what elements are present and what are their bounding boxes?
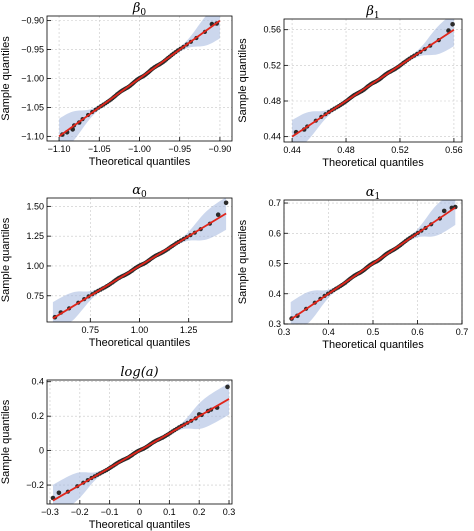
x-tick-label: 0.48 bbox=[337, 145, 355, 155]
x-tick-label: 0.44 bbox=[283, 145, 301, 155]
sample-point bbox=[225, 384, 230, 390]
sample-point bbox=[450, 22, 455, 27]
y-tick-label: 1.50 bbox=[26, 201, 44, 211]
y-tick-label: 0.7 bbox=[268, 198, 281, 208]
x-tick-label: 0.56 bbox=[445, 145, 463, 155]
y-tick-label: −0.95 bbox=[21, 45, 44, 55]
x-tick-label: 0.1 bbox=[163, 507, 176, 517]
x-tick-label: 0.7 bbox=[456, 327, 469, 337]
confidence-band bbox=[292, 19, 454, 142]
panel-title-symbol: α bbox=[366, 185, 375, 200]
x-axis-title: Theoretical quantiles bbox=[322, 157, 424, 169]
qq-panel-2: 0.44 0.48 0.52 0.56 0.44 0.48 0.52 0.56 Theoreti… bbox=[237, 4, 463, 169]
sample-point bbox=[223, 200, 229, 206]
reference-line bbox=[58, 19, 221, 138]
panel-title-symbol: β bbox=[365, 4, 374, 19]
y-tick-label: −1.05 bbox=[21, 102, 44, 112]
x-tick-label: −1.10 bbox=[48, 144, 71, 154]
panel-title-subscript: 0 bbox=[140, 8, 146, 18]
y-tick-label: −1.00 bbox=[21, 74, 44, 84]
y-tick-label: 1.25 bbox=[26, 231, 44, 241]
x-tick-label: 0.3 bbox=[278, 327, 291, 337]
x-tick-label: −0.90 bbox=[209, 144, 232, 154]
x-tick-label: −1.00 bbox=[128, 144, 151, 154]
x-tick-label: 0.6 bbox=[411, 327, 424, 337]
y-tick-label: −0.2 bbox=[26, 480, 44, 490]
y-tick-label: 0.48 bbox=[263, 96, 281, 106]
y-axis-title: Sample quantiles bbox=[0, 36, 12, 121]
y-tick-label: 0.5 bbox=[268, 259, 281, 269]
panel-title-subscript: 1 bbox=[374, 11, 380, 21]
x-axis-title: Theoretical quantiles bbox=[89, 156, 191, 168]
panel-title: α0 bbox=[132, 183, 147, 200]
reference-line bbox=[291, 28, 455, 138]
y-tick-label: 0.52 bbox=[263, 60, 281, 70]
panel-title-symbol: β bbox=[132, 1, 141, 16]
x-tick-label: 0 bbox=[137, 507, 142, 517]
y-tick-label: 0.3 bbox=[268, 319, 281, 329]
y-tick-label: 0.4 bbox=[268, 289, 281, 299]
x-tick-label: 0.5 bbox=[367, 327, 380, 337]
y-axis-title: Sample quantiles bbox=[237, 38, 249, 123]
panel-title-subscript: 0 bbox=[141, 190, 147, 200]
y-tick-label: 0.44 bbox=[263, 132, 281, 142]
x-tick-label: 0.52 bbox=[391, 145, 409, 155]
x-tick-label: −0.3 bbox=[41, 507, 59, 517]
y-tick-label: 0.4 bbox=[31, 377, 44, 387]
panel-title: β1 bbox=[365, 4, 379, 21]
x-tick-label: −0.95 bbox=[168, 144, 191, 154]
x-tick-label: −0.1 bbox=[101, 507, 119, 517]
x-axis-title: Theoretical quantiles bbox=[89, 519, 191, 531]
x-tick-label: 0.75 bbox=[82, 325, 100, 335]
sample-point bbox=[215, 212, 221, 217]
x-tick-label: −0.2 bbox=[71, 507, 89, 517]
x-tick-label: −1.05 bbox=[88, 144, 111, 154]
panel-title: log(a) bbox=[120, 365, 158, 380]
y-tick-label: 0.56 bbox=[263, 25, 281, 35]
plot-frame bbox=[283, 18, 463, 143]
panel-title: β0 bbox=[132, 1, 147, 18]
sample-point bbox=[56, 490, 62, 496]
x-tick-label: 0.4 bbox=[322, 327, 335, 337]
y-axis-title: Sample quantiles bbox=[0, 217, 12, 302]
y-axis-title: Sample quantiles bbox=[0, 399, 12, 484]
y-tick-label: −1.10 bbox=[21, 131, 44, 141]
reference-line bbox=[290, 206, 456, 321]
y-tick-label: 0.6 bbox=[268, 228, 281, 238]
y-tick-label: −0.90 bbox=[21, 16, 44, 26]
x-tick-label: 0.2 bbox=[193, 507, 206, 517]
x-axis-title: Theoretical quantiles bbox=[322, 339, 424, 351]
sample-point bbox=[441, 208, 447, 214]
panel-title-symbol: α bbox=[132, 183, 141, 198]
y-tick-label: 1.00 bbox=[26, 261, 44, 271]
y-tick-label: 0 bbox=[39, 446, 44, 456]
panel-title: α1 bbox=[366, 185, 381, 202]
qq-panel-3: 0.75 1.00 1.25 0.75 1.00 1.25 1.50 Theoretical … bbox=[0, 183, 233, 349]
panel-title-subscript: 1 bbox=[375, 192, 381, 202]
x-tick-label: 1.00 bbox=[131, 325, 149, 335]
y-tick-label: 0.2 bbox=[31, 411, 44, 421]
qq-panel-4: 0.3 0.4 0.5 0.6 0.7 0.3 0.4 0.5 0.6 0.7 Theoretica… bbox=[237, 185, 468, 351]
reference-line bbox=[52, 398, 230, 502]
x-tick-label: 1.25 bbox=[180, 325, 198, 335]
y-tick-label: 0.75 bbox=[26, 291, 44, 301]
qq-panel-1: −1.10 −1.05 −1.00 −0.95 −0.90 −1.10 −1.05 −1.00… bbox=[0, 1, 233, 168]
reference-line bbox=[52, 212, 227, 320]
qq-panel-5: −0.3 −0.2 −0.1 0 0.1 0.2 0.3 −0.2 0 0.2 0.4 Theoret… bbox=[0, 365, 235, 531]
x-axis-title: Theoretical quantiles bbox=[89, 337, 191, 349]
x-tick-label: 0.3 bbox=[223, 507, 236, 517]
y-axis-title: Sample quantiles bbox=[237, 219, 249, 304]
